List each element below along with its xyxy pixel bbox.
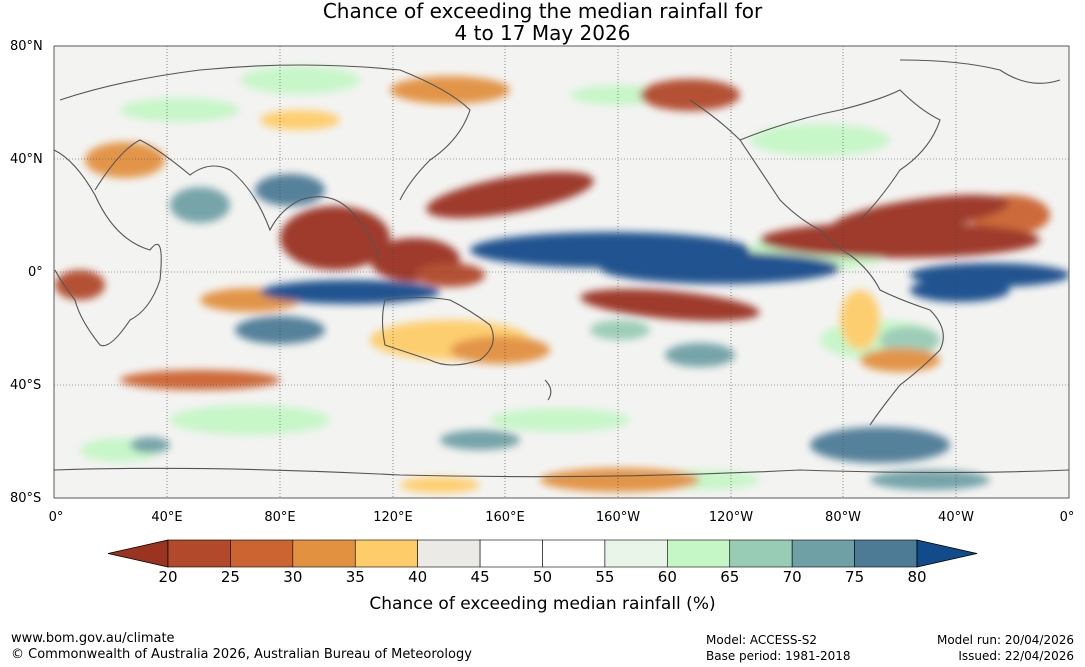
colorbar-segment [791,539,855,568]
graticule [54,46,1069,498]
lon-label-0-right: 0° [1059,510,1075,525]
lon-label-160e: 160°E [485,510,525,525]
colorbar-tick-label: 45 [470,568,490,586]
colorbar-tick-label: 70 [782,568,802,586]
lon-label-80e: 80°E [264,510,296,525]
colorbar-segment [417,539,481,568]
lon-label-80w: 80°W [825,510,861,525]
colorbar-tick-label: 80 [907,568,927,586]
colorbar-tick-label: 40 [408,568,428,586]
colorbar-tick-label: 55 [595,568,615,586]
colorbar-segment [854,539,918,568]
map-frame [53,45,1070,499]
map-title-line1: Chance of exceeding the median rainfall … [322,0,763,23]
colorbar-segment [230,539,294,568]
map-title-line2: 4 to 17 May 2026 [454,21,631,45]
coastlines [54,59,1069,478]
footer-website: www.bom.gov.au/climate [11,631,175,646]
colorbar-segment [479,539,543,568]
footer-model: Model: ACCESS-S2 [706,633,818,647]
colorbar-tick-label: 25 [220,568,240,586]
lon-label-160w: 160°W [595,510,641,525]
colorbar-segment [354,539,418,568]
lon-label-40e: 40°E [151,510,183,525]
colorbar-tick-label: 35 [345,568,365,586]
lon-label-120e: 120°E [373,510,413,525]
colorbar-tick-label: 75 [845,568,865,586]
lat-label-40s: 40°S [10,378,42,393]
colorbar-label: Chance of exceeding median rainfall (%) [369,594,716,614]
lat-label-80s: 80°S [10,491,42,506]
footer-model-run: Model run: 20/04/2026 [936,633,1074,647]
colorbar-tick-label: 50 [532,568,553,586]
colorbar-tick-label: 65 [720,568,740,586]
rainfall-anomaly-field [55,66,1069,493]
colorbar-segment [542,539,606,568]
colorbar-arrow-low [107,539,169,568]
footer-copyright: © Commonwealth of Australia 2026, Austra… [11,647,472,662]
colorbar-segment [292,539,356,568]
colorbar-segment [167,539,231,568]
colorbar-tick-label: 30 [283,568,303,586]
rainfall-map [53,45,1070,499]
lon-label-0-left: 0° [48,510,64,525]
colorbar-segment [604,539,668,568]
lon-label-40w: 40°W [938,510,974,525]
colorbar-segment [667,539,731,568]
colorbar-arrow-high [916,539,978,568]
footer-base-period: Base period: 1981-2018 [706,649,851,663]
lon-label-120w: 120°W [708,510,754,525]
lat-label-40n: 40°N [10,152,43,167]
colorbar-tick-label: 20 [158,568,178,586]
lat-label-0: 0° [28,265,43,280]
footer-issued: Issued: 22/04/2026 [958,649,1074,663]
colorbar-tick-label: 60 [657,568,677,586]
lat-label-80n: 80°N [10,39,43,54]
colorbar-segment [729,539,793,568]
